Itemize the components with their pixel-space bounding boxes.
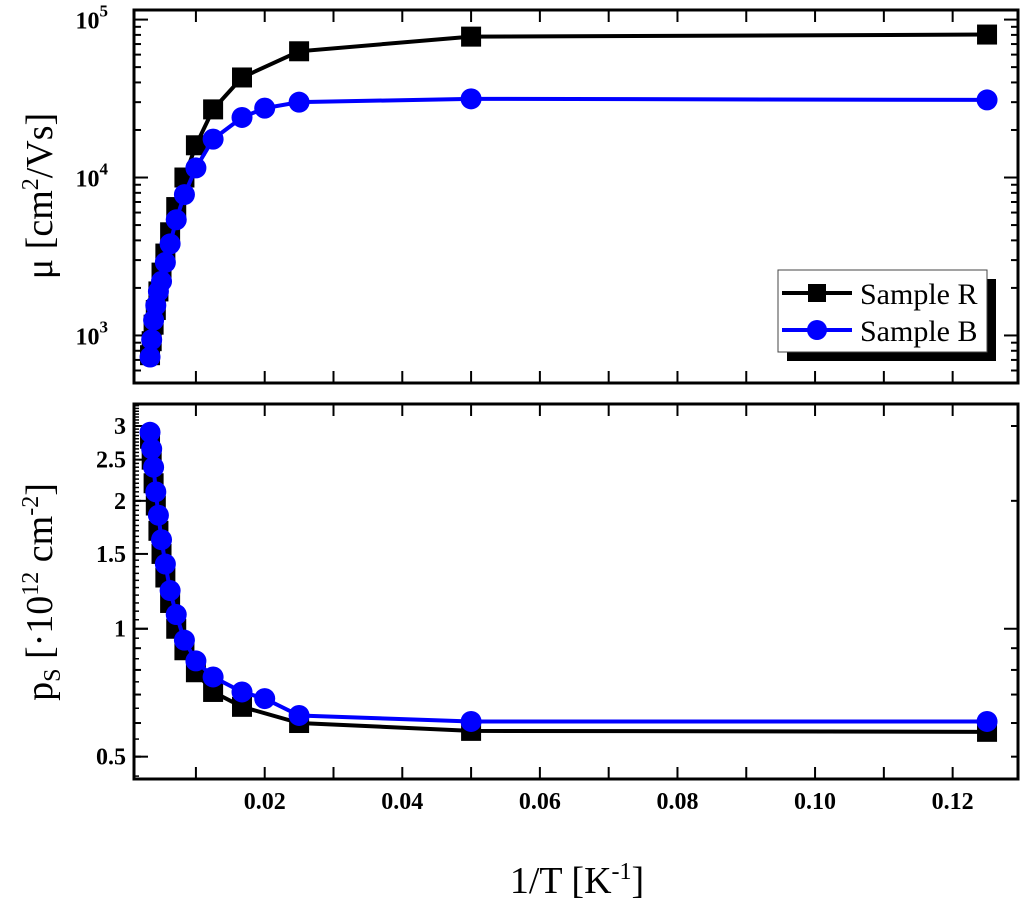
data-point-circle xyxy=(143,456,165,478)
x-tick-label: 0.04 xyxy=(381,789,423,815)
y-tick-label: 1.5 xyxy=(96,542,126,568)
x-tick-label: 0.10 xyxy=(794,789,836,815)
data-point-circle xyxy=(288,704,310,726)
data-point-circle xyxy=(147,504,169,526)
data-point-square xyxy=(232,67,253,88)
data-point-circle xyxy=(460,710,482,732)
x-tick-label: 0.02 xyxy=(244,789,286,815)
y-tick-label: 2 xyxy=(114,489,126,515)
legend-label-r: Sample R xyxy=(860,278,978,311)
series-line-sample-b xyxy=(148,432,988,724)
data-point-circle xyxy=(145,481,167,503)
plot-frame xyxy=(132,402,1020,781)
y-tick-label: 1 xyxy=(114,617,126,643)
data-point-circle xyxy=(173,629,195,651)
data-point-circle xyxy=(159,580,181,602)
data-point-circle xyxy=(141,438,163,460)
legend-label-b: Sample B xyxy=(860,315,978,348)
legend-marker-b xyxy=(807,320,827,340)
data-point-circle xyxy=(202,128,224,150)
data-point-circle xyxy=(460,88,482,110)
y-tick-label: 104 xyxy=(76,160,109,193)
data-point-circle xyxy=(154,553,176,575)
y-axis-label-top: μ [cm2/Vs] xyxy=(18,113,61,279)
data-point-square xyxy=(203,681,224,702)
x-tick-label: 0.06 xyxy=(519,789,561,815)
data-point-circle xyxy=(151,529,173,551)
y-axis-label-bottom: pS [·1012 cm-2] xyxy=(18,483,66,701)
density-panel: 0.5 1 1.5 2 2.5 3 0.02 0.04 0.06 0.08 0.10 0.12 xyxy=(96,402,1020,815)
x-tick-label: 0.08 xyxy=(656,789,698,815)
y-tick-label: 2.5 xyxy=(96,448,126,474)
y-tick-label: 3 xyxy=(114,414,126,440)
mobility-panel: 103 104 105 xyxy=(76,2,1020,385)
data-point-circle xyxy=(976,710,998,732)
x-tick-label: 0.12 xyxy=(932,789,974,815)
data-point-square xyxy=(185,135,206,156)
data-point-square xyxy=(232,696,253,717)
data-point-circle xyxy=(165,209,187,231)
data-point-circle xyxy=(141,329,163,351)
y-tick-label: 0.5 xyxy=(96,745,126,771)
data-point-circle xyxy=(159,233,181,255)
y-tick-label: 105 xyxy=(76,2,109,35)
data-point-circle xyxy=(185,157,207,179)
data-point-circle xyxy=(976,89,998,111)
x-axis-label: 1/T [K-1] xyxy=(510,859,644,902)
legend: Sample R Sample B xyxy=(777,269,996,361)
data-point-circle xyxy=(165,604,187,626)
data-point-circle xyxy=(254,688,276,710)
data-point-square xyxy=(461,26,482,47)
data-point-circle xyxy=(139,421,161,443)
data-point-square xyxy=(203,99,224,120)
data-point-circle xyxy=(288,91,310,113)
legend-marker-r xyxy=(808,284,826,302)
data-point-circle xyxy=(202,666,224,688)
data-point-square xyxy=(289,41,310,62)
data-point-circle xyxy=(154,251,176,273)
data-point-circle xyxy=(231,106,253,128)
data-point-circle xyxy=(139,346,161,368)
y-tick-label: 103 xyxy=(76,317,109,350)
plot-frame xyxy=(132,8,1020,385)
data-point-square xyxy=(977,24,998,45)
data-point-circle xyxy=(185,650,207,672)
data-point-circle xyxy=(173,184,195,206)
data-point-circle xyxy=(151,270,173,292)
data-point-circle xyxy=(254,97,276,119)
data-point-circle xyxy=(231,681,253,703)
series-line-sample-r xyxy=(148,438,988,734)
